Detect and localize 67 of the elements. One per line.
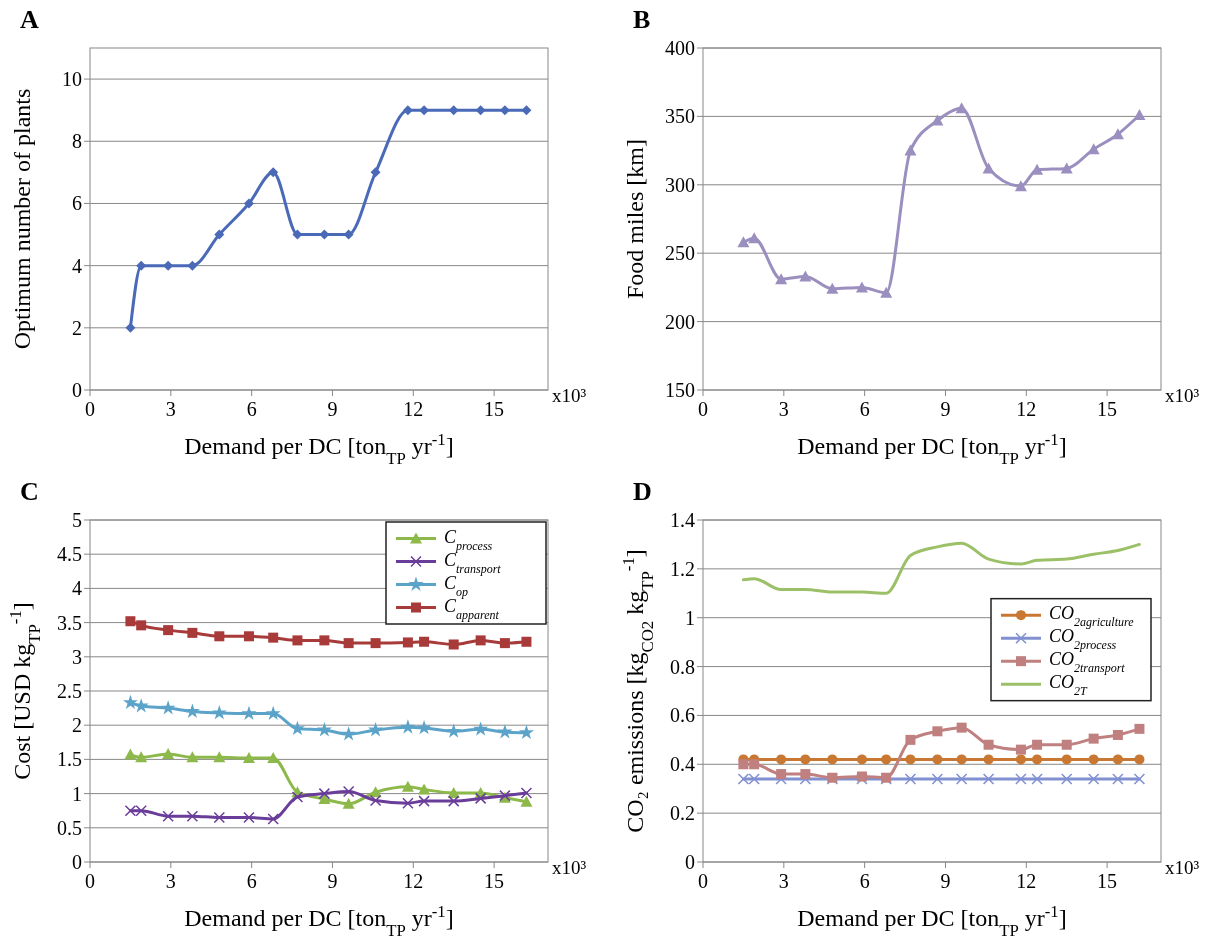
y-axis-title: Food miles [km]: [622, 139, 648, 299]
x-tick-label: 12: [403, 398, 424, 420]
text: x10³: [552, 857, 587, 878]
y-tick-label: 150: [665, 379, 695, 401]
text: x10³: [1165, 385, 1200, 406]
y-tick-label: 8: [72, 130, 82, 153]
y-tick-label: 2: [72, 316, 82, 339]
x-tick-label: 9: [327, 398, 338, 420]
x-tick-label: 9: [940, 870, 951, 892]
y-tick-label: 0: [72, 851, 82, 873]
y-tick-label: 3: [72, 645, 82, 668]
y-tick-label: 5: [72, 509, 82, 531]
y-tick-label: 0.5: [57, 816, 82, 839]
x-tick-label: 3: [778, 398, 789, 420]
x-axis-title: Demand per DC [ton$_{TP}$ yr$^{-1}$]: [184, 901, 454, 940]
x-axis-title: Demand per DC [ton$_{TP}$ yr$^{-1}$]: [797, 429, 1067, 468]
y-tick-label: 1: [685, 606, 695, 629]
text: x10³: [552, 385, 587, 406]
x-axis-title: Demand per DC [ton$_{TP}$ yr$^{-1}$]: [797, 901, 1067, 940]
y-tick-label: 1.4: [670, 509, 695, 531]
x-tick-label: 15: [1097, 870, 1118, 892]
y-tick-label: 0.8: [670, 655, 695, 678]
x-tick-label: 3: [165, 398, 176, 420]
legend-label: CO$_{2T}$: [1049, 672, 1089, 699]
y-tick-label: 0: [72, 379, 82, 401]
x-tick-label: 15: [484, 398, 505, 420]
y-tick-label: 6: [72, 192, 82, 215]
x-tick-label: 6: [859, 398, 870, 420]
chart-title: B: [633, 5, 651, 34]
y-tick-label: 1: [72, 782, 82, 805]
x-tick-label: 6: [859, 870, 870, 892]
y-tick-label: 0: [685, 851, 695, 873]
chart-title: D: [633, 477, 652, 506]
y-tick-label: 4.5: [57, 543, 82, 566]
x-tick-label: 6: [246, 870, 257, 892]
text: x10³: [1165, 857, 1200, 878]
y-tick-label: 2.5: [57, 680, 82, 702]
y-tick-label: 1.2: [670, 557, 695, 580]
x-tick-label: 15: [1097, 398, 1118, 420]
y-tick-label: 10: [62, 68, 82, 91]
x-tick-label: 15: [484, 870, 505, 892]
y-tick-label: 350: [665, 105, 695, 128]
x-tick-label: 9: [940, 398, 951, 420]
y-tick-label: 4: [72, 577, 82, 600]
y-axis-title: Optimum number of plants: [9, 88, 35, 350]
y-tick-label: 300: [665, 173, 695, 196]
chart-title: A: [20, 5, 39, 34]
y-tick-label: 0.2: [670, 802, 695, 825]
x-tick-label: 6: [246, 398, 257, 420]
y-tick-label: 250: [665, 242, 695, 265]
legend-label: CO$_{2agriculture}$: [1049, 603, 1135, 630]
x-tick-label: 12: [1016, 398, 1037, 420]
y-tick-label: 0.6: [670, 704, 695, 727]
x-tick-label: 9: [327, 870, 338, 892]
chart-title: C: [20, 477, 39, 506]
y-tick-label: 1.5: [57, 748, 82, 771]
y-tick-label: 0.4: [670, 753, 695, 776]
y-tick-label: 400: [665, 37, 695, 59]
x-tick-label: 12: [1016, 870, 1037, 892]
x-tick-label: 3: [778, 870, 789, 892]
y-tick-label: 200: [665, 310, 695, 333]
y-tick-label: 3.5: [57, 611, 82, 634]
x-tick-label: 12: [403, 870, 424, 892]
x-axis-title: Demand per DC [ton$_{TP}$ yr$^{-1}$]: [184, 429, 454, 468]
y-tick-label: 4: [72, 254, 82, 277]
x-tick-label: 3: [165, 870, 176, 892]
y-tick-label: 2: [72, 714, 82, 737]
